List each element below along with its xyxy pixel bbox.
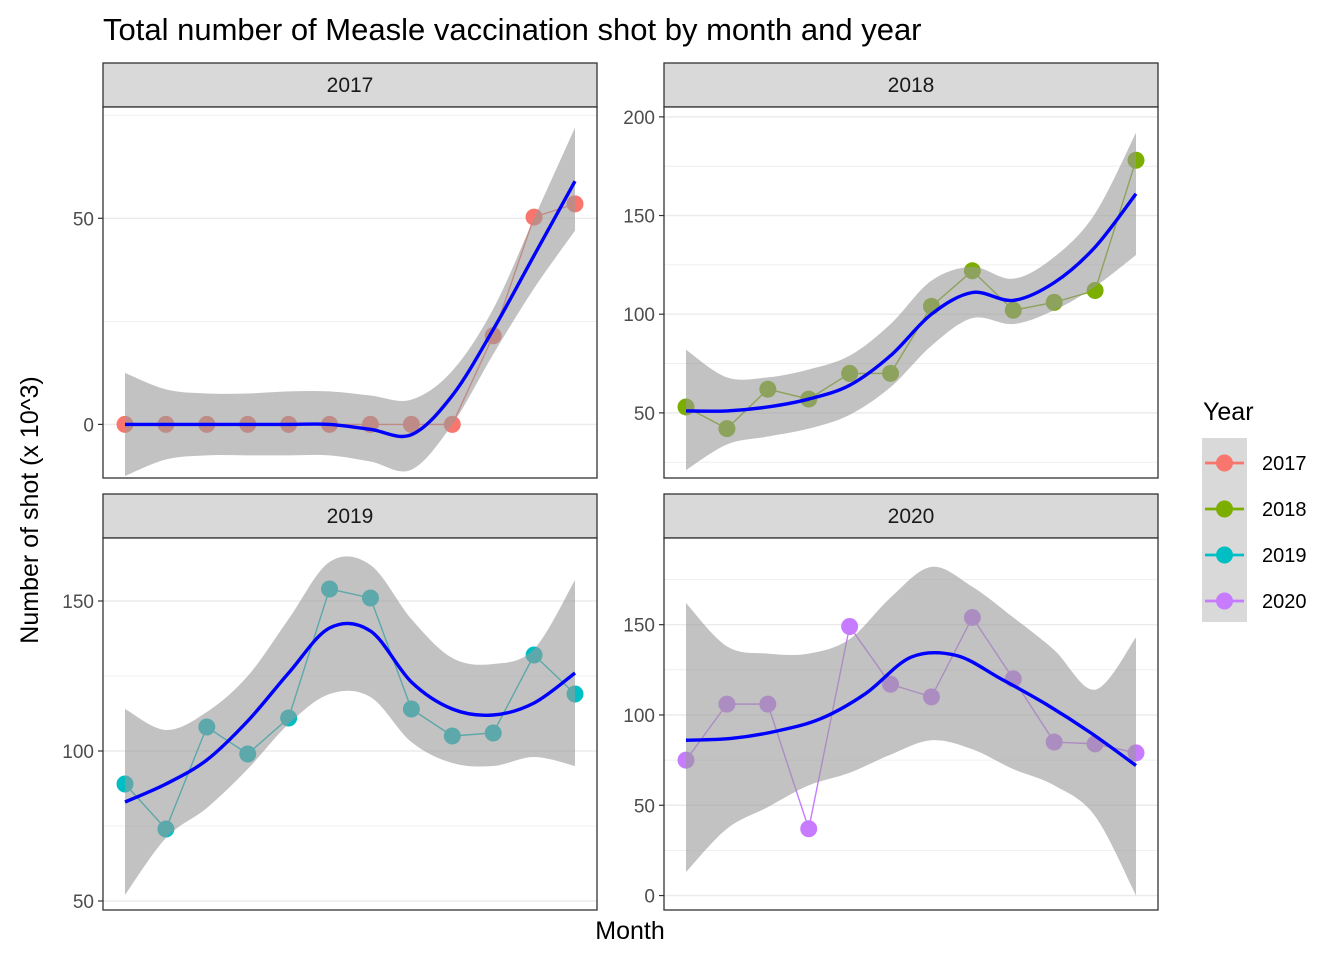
panel-2019: 2019 50 100 150 — [62, 493, 598, 913]
y-tick-label: 100 — [623, 706, 655, 727]
panel-2020: 2020 0 50 100 150 — [623, 493, 1159, 911]
smooth-line-2017 — [125, 180, 577, 439]
panel-border-2020 — [663, 537, 1159, 911]
panel-2017: 2017 0 50 — [73, 62, 598, 479]
data-point — [800, 820, 818, 838]
strip-label-2020: 2020 — [888, 505, 935, 528]
legend-item-2020: 2020 — [1205, 591, 1307, 613]
panel-2018: 2018 50 100 150 200 — [623, 62, 1159, 479]
confidence-ribbon-2018 — [686, 132, 1136, 471]
legend: Year 2017 2018 2019 2020 — [1202, 398, 1307, 622]
confidence-ribbon-2020 — [686, 566, 1136, 896]
strip-label-2019: 2019 — [327, 505, 374, 528]
legend-item-2018: 2018 — [1205, 499, 1307, 521]
legend-key-point — [1216, 500, 1233, 518]
y-tick-label: 100 — [623, 305, 655, 326]
strip-2017 — [102, 62, 598, 108]
legend-label: 2018 — [1262, 499, 1307, 521]
legend-item-2017: 2017 — [1205, 453, 1307, 475]
y-tick-label: 0 — [644, 887, 655, 908]
y-tick-label: 50 — [634, 404, 655, 425]
legend-item-2019: 2019 — [1205, 545, 1307, 567]
y-tick-label: 0 — [83, 415, 94, 436]
legend-key-point — [1216, 454, 1233, 472]
panel-border-2017 — [102, 106, 598, 479]
y-tick-label: 150 — [623, 616, 655, 637]
y-tick-label: 50 — [73, 209, 94, 230]
smooth-line-2020 — [685, 650, 1137, 767]
panel-border-2019 — [102, 537, 598, 911]
y-tick-label: 50 — [634, 796, 655, 817]
legend-label: 2020 — [1262, 591, 1307, 613]
data-point — [841, 617, 859, 635]
legend-key-point — [1216, 546, 1233, 564]
y-tick-label: 200 — [623, 108, 655, 129]
facet-panels: 2017 0 50 2018 50 100 150 200 2019 50 100 150 2020 0 5… — [62, 62, 1159, 913]
y-tick-label: 150 — [623, 207, 655, 228]
plot-area-2020 — [677, 566, 1145, 896]
y-tick-label: 150 — [62, 592, 94, 613]
legend-label: 2019 — [1262, 545, 1307, 567]
legend-items: 2017 2018 2019 2020 — [1202, 438, 1307, 622]
panel-border-2018 — [663, 106, 1159, 479]
strip-2018 — [663, 62, 1159, 108]
plot-area-2019 — [116, 556, 584, 895]
strip-2020 — [663, 493, 1159, 539]
legend-label: 2017 — [1262, 453, 1307, 475]
y-tick-label: 100 — [62, 742, 94, 763]
smooth-line-2019 — [124, 621, 577, 804]
plot-area-2018 — [677, 132, 1145, 471]
y-tick-label: 50 — [73, 892, 94, 913]
plot-area-2017 — [116, 127, 584, 476]
smooth-line-2018 — [685, 192, 1138, 413]
chart-title: Total number of Measle vaccination shot … — [103, 12, 922, 47]
x-axis-title: Month — [595, 917, 664, 945]
legend-key-point — [1216, 592, 1233, 610]
strip-label-2018: 2018 — [888, 74, 935, 97]
strip-2019 — [102, 493, 598, 539]
strip-label-2017: 2017 — [327, 74, 374, 97]
confidence-ribbon-2017 — [125, 127, 575, 476]
legend-title: Year — [1203, 398, 1254, 426]
y-axis-title: Number of shot (x 10^3) — [16, 376, 44, 643]
